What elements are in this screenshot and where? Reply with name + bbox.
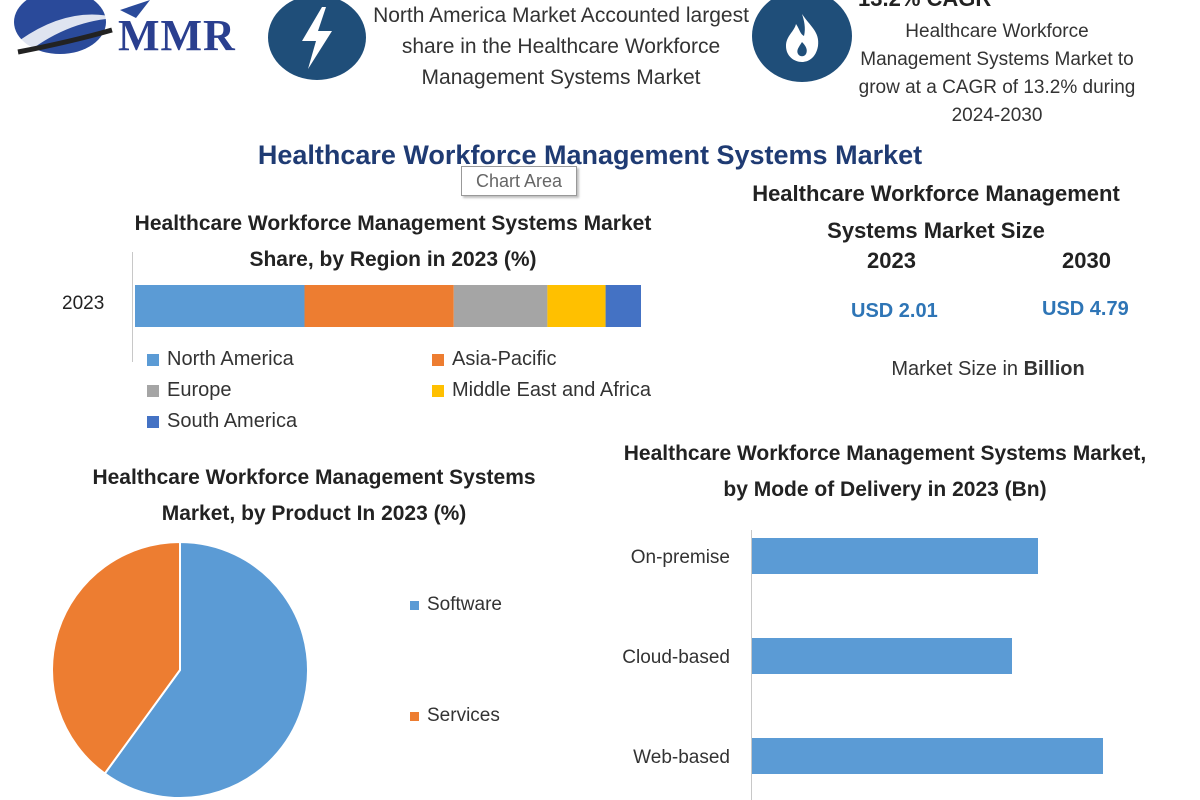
swatch-south-america [147,415,159,428]
delivery-bar-on-premise [752,538,1038,574]
region-bar-europe [453,285,548,327]
region-bar-mea [547,285,606,327]
swatch-software [410,600,419,610]
legend-label: Asia-Pacific [452,348,557,370]
delivery-category-label: Cloud-based [622,647,730,668]
legend-north-america: North America [147,348,294,371]
region-chart-title: Healthcare Workforce Management Systems … [134,212,652,271]
delivery-chart-title: Healthcare Workforce Management Systems … [623,442,1147,501]
market-size-2030-value: USD 4.79 [1042,298,1129,320]
unit-note-unit: Billion [1023,358,1085,380]
legend-label: Software [427,594,502,615]
logo-text: MMR [118,11,236,60]
legend-label: North America [167,348,294,370]
legend-mea: Middle East and Africa [432,379,651,402]
product-chart-title: Healthcare Workforce Management Systems … [92,466,536,525]
region-bar-north-america [135,285,305,327]
chart-area-tooltip: Chart Area [461,166,577,196]
legend-europe: Europe [147,379,232,402]
swatch-mea [432,384,444,397]
legend-label: South America [167,410,298,432]
pie-slice-services [51,540,181,775]
north-america-info: North America Market Accounted largest s… [373,4,749,89]
delivery-category-label: On-premise [631,547,730,568]
flame-icon [786,14,819,62]
swatch-europe [147,384,159,397]
legend-asia-pacific: Asia-Pacific [432,348,556,371]
product-pie-chart [51,540,309,799]
bolt-badge [268,0,366,80]
region-stacked-bar [135,285,641,327]
market-size-title: Healthcare Workforce Management Systems … [752,181,1120,243]
flame-badge [752,0,852,82]
cagr-heading: 13.2% CAGR [858,0,1038,12]
swatch-asia-pacific [432,353,444,366]
legend-services: Services [410,705,500,727]
cagr-info: Healthcare Workforce Management Systems … [858,21,1136,126]
region-bar-south-america [605,285,641,327]
year-2023-label: 2023 [867,248,916,273]
legend-label: Services [427,705,500,726]
delivery-bar-chart: On-premise Cloud-based Web-based [622,530,1103,800]
region-category-label: 2023 [62,293,105,314]
swatch-services [410,711,419,721]
market-size-2023-value: USD 2.01 [851,300,938,322]
lightning-bolt-icon [302,7,332,69]
legend-label: Europe [167,379,232,401]
legend-label: Middle East and Africa [452,379,651,401]
region-bar-asia-pacific [304,285,454,327]
legend-software: Software [410,594,502,616]
swatch-north-america [147,353,159,366]
brand-logo [14,0,150,55]
legend-south-america: South America [147,410,297,433]
pie-slice-software [103,540,309,799]
delivery-category-label: Web-based [633,747,730,768]
market-size-unit-note: Market Size in Billion [860,358,1116,381]
delivery-bar-web-based [752,738,1103,774]
year-2030-label: 2030 [1062,248,1111,273]
region-axis-line [132,252,133,362]
delivery-bar-cloud-based [752,638,1012,674]
page-title: Healthcare Workforce Management Systems … [257,140,923,170]
unit-note-prefix: Market Size in [891,358,1024,380]
